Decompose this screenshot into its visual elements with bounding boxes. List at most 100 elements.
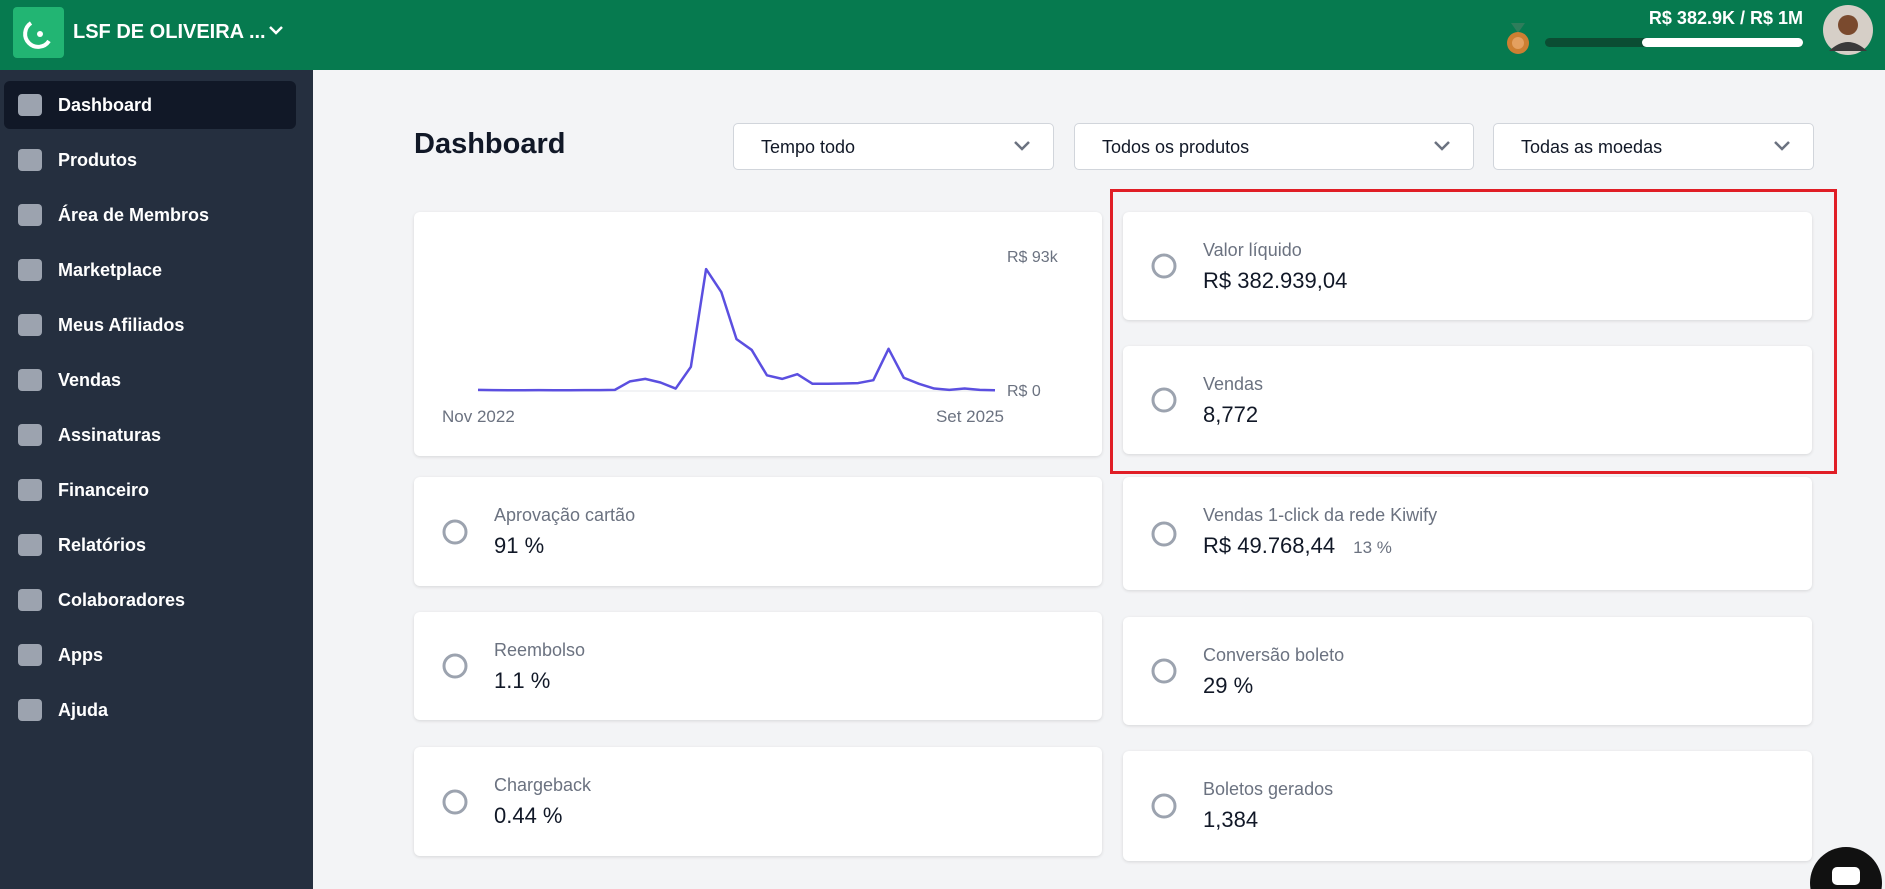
line-series (477, 267, 996, 392)
nav-label: Apps (58, 645, 103, 665)
card-icon (442, 519, 468, 544)
chevron-path (1774, 141, 1790, 151)
card-value-text: R$ 49.768,44 (1203, 533, 1336, 558)
nav-label: Área de Membros (58, 205, 210, 225)
top-bar: LSF DE OLIVEIRA ... R$ 382.9K / R$ 1M (0, 0, 1885, 70)
chevron[interactable] (268, 24, 284, 36)
card-icon (1151, 521, 1177, 546)
company-name[interactable]: LSF DE OLIVEIRA ... (73, 21, 266, 43)
card-value: 8,772 (1203, 402, 1258, 428)
card-icon (1151, 658, 1177, 684)
icon-shape (442, 653, 468, 679)
card-label: Valor líquido (1203, 240, 1302, 260)
nav-item[interactable]: Vendas (4, 356, 296, 404)
card-value-text: 0.44 % (494, 803, 563, 828)
nav-icon (18, 204, 42, 226)
nav-icon (18, 479, 42, 501)
card-icon (1151, 793, 1177, 819)
filter-dropdown[interactable]: Todos os produtos (1074, 123, 1474, 170)
filter-label: Todas as moedas (1521, 137, 1663, 157)
nav-label: Assinaturas (58, 425, 162, 445)
nav-label: Relatórios (58, 535, 147, 555)
nav-item[interactable]: Meus Afiliados (4, 301, 296, 349)
card-label: Vendas (1203, 374, 1264, 394)
card-value-text: 29 % (1203, 673, 1254, 698)
nav-item[interactable]: Assinaturas (4, 411, 296, 459)
nav-icon (18, 259, 42, 281)
filter-dropdown[interactable]: Todas as moedas (1493, 123, 1814, 170)
nav-icon (18, 314, 42, 336)
stat-card: Valor líquido R$ 382.939,04 (1123, 212, 1812, 320)
nav-label: Colaboradores (58, 590, 186, 610)
nav-icon (18, 149, 42, 171)
nav-item[interactable]: Apps (4, 631, 296, 679)
nav-label: Marketplace (58, 260, 163, 280)
nav-label: Dashboard (58, 95, 153, 115)
card-label: Aprovação cartão (494, 505, 636, 525)
highlight-box (1110, 189, 1837, 474)
nav-item[interactable]: Financeiro (4, 466, 296, 514)
nav-item[interactable]: Área de Membros (4, 191, 296, 239)
filter-label: Todos os produtos (1102, 137, 1250, 157)
stat-card: Vendas 8,772 (1123, 346, 1812, 454)
card-value-text: 1.1 % (494, 668, 551, 693)
filter-label: Tempo todo (761, 137, 856, 157)
nav-icon (18, 369, 42, 391)
chat-button[interactable] (1808, 845, 1885, 889)
card-value-text: 91 % (494, 533, 545, 558)
nav-icon (18, 699, 42, 721)
goal-text: R$ 382.9K / R$ 1M (1648, 8, 1803, 28)
avatar[interactable] (1823, 5, 1873, 55)
nav-item[interactable]: Colaboradores (4, 576, 296, 624)
icon-shape (1151, 253, 1177, 279)
nav-label: Meus Afiliados (58, 315, 185, 335)
card-value-text: 1,384 (1203, 807, 1259, 832)
icon-shape (1151, 521, 1177, 546)
stat-card: Vendas 1-click da rede Kiwify R$ 49.768,4… (1123, 477, 1812, 590)
icon-shape (1151, 793, 1177, 819)
card-value: 91 % (494, 533, 544, 559)
x-tick-label: Nov 2022 (442, 407, 515, 426)
y-tick-label: R$ 0 (1007, 383, 1041, 400)
card-label: Vendas 1-click da rede Kiwify (1203, 505, 1438, 525)
stat-card: Reembolso 1.1 % (414, 612, 1102, 720)
nav-item[interactable]: Relatórios (4, 521, 296, 569)
nav-item[interactable]: Ajuda (4, 686, 296, 734)
x-tick-label: Set 2025 (936, 407, 1004, 426)
chart-card: R$ 0 R$ 93k Nov 2022 Set 2025 (414, 212, 1102, 456)
nav-label: Produtos (58, 150, 137, 170)
icon-shape (442, 519, 468, 544)
nav-icon (18, 424, 42, 446)
chevron-path (1434, 141, 1450, 151)
nav-item[interactable]: Marketplace (4, 246, 296, 294)
logo[interactable] (13, 7, 64, 58)
chart: R$ 0 R$ 93k Nov 2022 Set 2025 (442, 249, 1059, 426)
stat-card: Boletos gerados 1,384 (1123, 751, 1812, 861)
stat-card: Conversão boleto 29 % (1123, 617, 1812, 725)
nav-icon (18, 589, 42, 611)
nav-label: Ajuda (58, 700, 109, 720)
medal (1507, 23, 1529, 54)
card-value: 1.1 % (494, 668, 550, 694)
nav-icon (18, 94, 42, 116)
nav-item[interactable]: Dashboard (4, 81, 296, 129)
chevron (1774, 141, 1790, 151)
card-value: 0.44 % (494, 803, 563, 829)
card-icon (442, 653, 468, 679)
card-label: Boletos gerados (1203, 779, 1334, 799)
nav-icon (18, 644, 42, 666)
card-extra: 13 % (1353, 538, 1392, 557)
filter-dropdown[interactable]: Tempo todo (733, 123, 1054, 170)
nav-item[interactable]: Produtos (4, 136, 296, 184)
card-icon (442, 789, 468, 814)
card-value: 1,384 (1203, 807, 1258, 833)
card-value: R$ 49.768,44 13 % (1203, 533, 1392, 559)
icon-shape (442, 789, 468, 814)
y-tick-label: R$ 93k (1007, 249, 1059, 266)
stat-card: Chargeback 0.44 % (414, 747, 1102, 856)
nav-label: Vendas (58, 370, 122, 390)
card-value-text: 8,772 (1203, 402, 1259, 427)
card-label: Reembolso (494, 640, 586, 660)
sidebar: Dashboard Produtos Área de Membros Marketpl… (0, 70, 313, 889)
